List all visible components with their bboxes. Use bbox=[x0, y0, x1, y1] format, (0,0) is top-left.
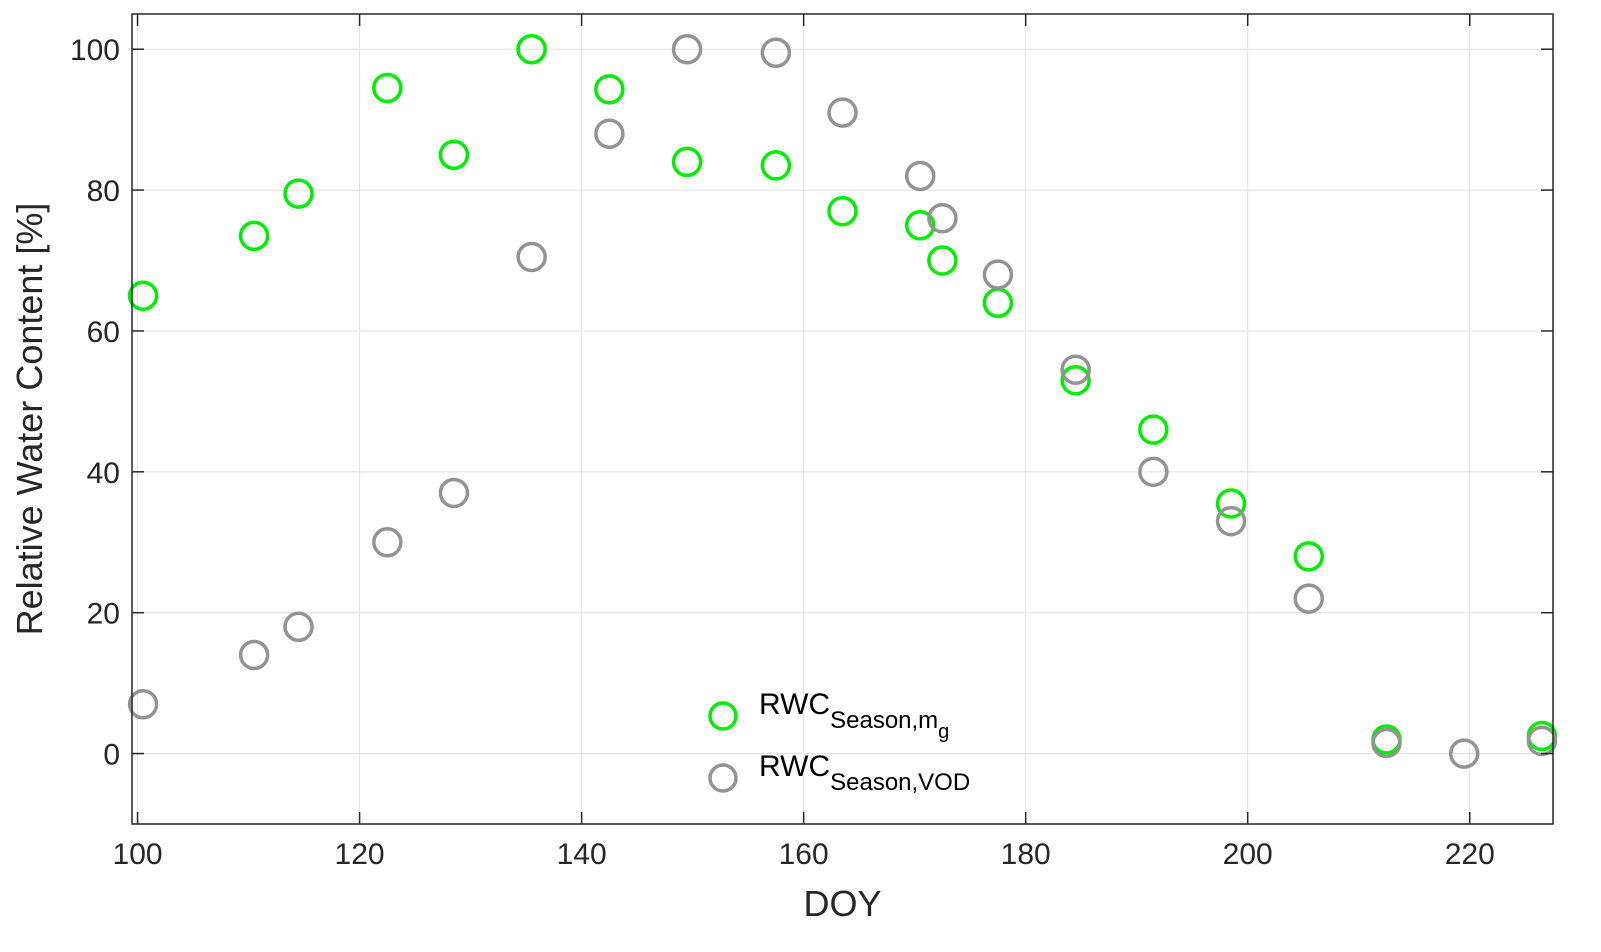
data-point bbox=[438, 477, 470, 509]
data-point bbox=[372, 72, 403, 104]
data-point bbox=[904, 210, 936, 241]
data-point bbox=[127, 689, 159, 720]
grid-lines bbox=[132, 14, 1553, 824]
y-tick-label: 80 bbox=[87, 175, 120, 208]
y-tick-label: 20 bbox=[87, 598, 120, 631]
x-tick-label: 140 bbox=[557, 838, 607, 871]
x-tick-label: 200 bbox=[1223, 838, 1273, 871]
series-2 bbox=[127, 33, 1558, 769]
y-tick-label: 40 bbox=[87, 457, 120, 490]
x-tick-label: 160 bbox=[779, 838, 829, 871]
y-tick-label: 100 bbox=[70, 34, 120, 67]
data-point bbox=[1526, 725, 1558, 757]
data-point bbox=[760, 37, 792, 68]
data-point bbox=[760, 150, 792, 181]
x-tick-label: 100 bbox=[113, 838, 163, 871]
data-point bbox=[1060, 365, 1091, 396]
data-point bbox=[671, 33, 703, 65]
data-point bbox=[594, 118, 625, 149]
series-1 bbox=[127, 33, 1558, 755]
data-point bbox=[827, 195, 858, 227]
data-point bbox=[1215, 505, 1247, 537]
x-axis-label: DOY bbox=[803, 883, 881, 924]
data-point bbox=[1215, 488, 1247, 519]
data-point bbox=[238, 220, 270, 252]
data-point bbox=[516, 241, 547, 273]
data-point bbox=[1138, 414, 1169, 445]
legend-marker bbox=[708, 701, 738, 731]
x-tick-label: 120 bbox=[335, 838, 385, 871]
data-point bbox=[516, 33, 547, 65]
x-tick-label: 220 bbox=[1445, 838, 1495, 871]
data-point bbox=[827, 97, 858, 128]
data-point bbox=[283, 611, 314, 643]
data-point bbox=[372, 527, 403, 558]
legend: RWCSeason,mg RWCSeason,VOD bbox=[708, 688, 970, 796]
data-point bbox=[982, 259, 1014, 290]
data-point bbox=[927, 203, 958, 234]
data-point bbox=[127, 280, 159, 311]
data-series bbox=[127, 33, 1558, 769]
data-point bbox=[1371, 727, 1402, 759]
legend-marker bbox=[708, 763, 738, 793]
y-tick-label: 0 bbox=[103, 739, 120, 772]
data-point bbox=[927, 245, 958, 276]
data-point bbox=[1138, 456, 1169, 488]
data-point bbox=[982, 287, 1014, 319]
data-point bbox=[904, 160, 936, 192]
data-point bbox=[283, 178, 314, 209]
data-point bbox=[1293, 583, 1325, 614]
data-point bbox=[594, 74, 625, 105]
data-point bbox=[671, 146, 703, 178]
axis-ticks: 100 120 140 160 180 200 220 0 20 40 60 80 100 bbox=[70, 14, 1553, 871]
legend-entry-label: RWCSeason,VOD bbox=[759, 750, 970, 796]
data-point bbox=[1060, 354, 1091, 385]
x-tick-label: 180 bbox=[1001, 838, 1051, 871]
data-point bbox=[1293, 541, 1325, 572]
data-point bbox=[1448, 738, 1480, 769]
y-axis-label: Relative Water Content [%] bbox=[9, 203, 50, 636]
data-point bbox=[438, 139, 470, 171]
legend-entry-label: RWCSeason,mg bbox=[759, 688, 949, 743]
plot-frame bbox=[131, 13, 1554, 825]
y-tick-label: 60 bbox=[87, 316, 120, 349]
data-point bbox=[238, 639, 270, 671]
